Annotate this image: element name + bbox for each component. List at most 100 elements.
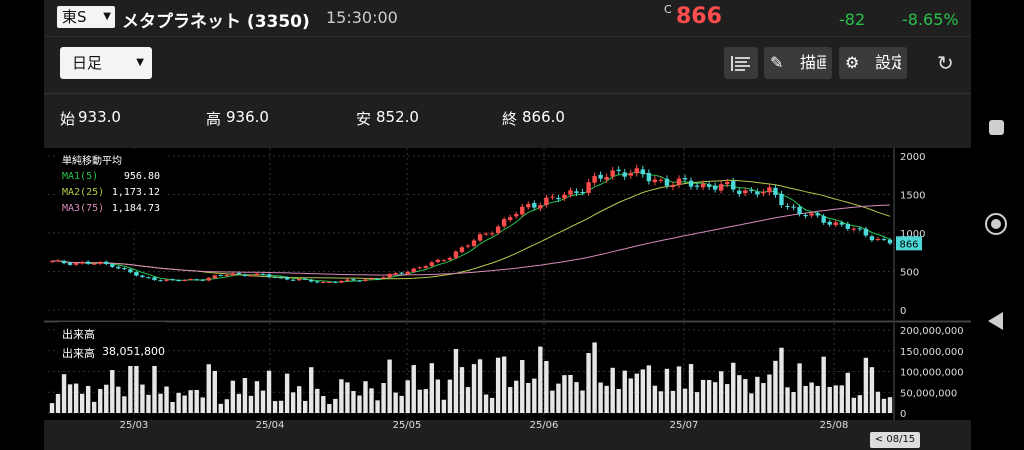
period-select[interactable]: 日足 ▼	[60, 47, 152, 79]
price-tick-label: 1000	[900, 229, 925, 240]
volume-bar	[712, 382, 718, 413]
candle-body	[755, 191, 760, 195]
candle-body	[604, 176, 609, 180]
candle-body	[501, 219, 507, 227]
draw-button[interactable]: ✎ 描画	[764, 47, 832, 79]
volume-bar	[248, 395, 254, 413]
volume-bar	[532, 378, 537, 413]
candle-body	[749, 190, 754, 192]
high-label: 高	[206, 110, 222, 128]
candle-body	[652, 179, 658, 183]
candle-body	[598, 174, 603, 179]
ma1-label: MA1(5)	[62, 171, 99, 182]
volume-bar	[863, 357, 869, 413]
candle-body	[61, 260, 67, 264]
price-change-percent: -8.65%	[902, 10, 959, 29]
ma3-value: 1,184.73	[111, 203, 160, 214]
candle-body	[224, 275, 230, 277]
volume-bar	[278, 400, 284, 413]
volume-bar	[887, 397, 893, 413]
candle-body	[194, 279, 199, 281]
candle-body	[725, 182, 730, 185]
volume-bar	[85, 385, 91, 413]
candle-body	[393, 273, 398, 275]
candle-body	[170, 279, 175, 281]
volume-bar	[495, 357, 501, 413]
chart-axes: 2000 1500 1000 500 0 200,000,000 150,000,000 10…	[120, 148, 964, 431]
last-price-tag-label: 866	[899, 239, 918, 250]
volume-bar	[435, 379, 441, 413]
price-tick-label: 500	[900, 268, 919, 279]
candle-body	[791, 206, 796, 208]
candle-body	[182, 279, 187, 281]
candle-body	[682, 178, 688, 180]
volume-tick-label: 150,000,000	[900, 347, 964, 358]
volume-bar	[471, 364, 477, 413]
candle-body	[375, 278, 380, 280]
candle-body	[550, 196, 555, 198]
volume-label: 出来高	[62, 347, 95, 360]
price-tick-label: 2000	[900, 152, 925, 163]
volume-bar	[194, 389, 199, 413]
volume-bar	[526, 382, 531, 413]
candle-body	[851, 228, 857, 230]
volume-bar	[122, 396, 127, 413]
volume-tick-label: 100,000,000	[900, 368, 964, 379]
candle-body	[803, 215, 808, 217]
candle-body	[622, 172, 627, 177]
volume-bar	[339, 379, 344, 413]
volume-bar	[875, 391, 881, 413]
volume-bar	[737, 375, 742, 413]
home-icon[interactable]	[985, 213, 1007, 235]
reload-icon[interactable]: ↻	[937, 51, 954, 75]
candle-body	[676, 178, 682, 185]
volume-bar	[622, 370, 627, 413]
recents-icon[interactable]	[989, 120, 1004, 135]
candle-body	[507, 217, 513, 220]
x-tick-label: 25/03	[120, 420, 149, 431]
market-select[interactable]: 東S ▼	[57, 6, 115, 28]
volume-bar	[610, 367, 615, 413]
volume-bar	[399, 395, 404, 413]
candle-body	[254, 273, 260, 276]
volume-bar	[634, 373, 639, 413]
ma2-label: MA2(25)	[62, 187, 105, 198]
candle-body	[128, 269, 133, 273]
candle-body	[664, 178, 670, 186]
candle-body	[290, 279, 296, 281]
volume-bar	[290, 392, 296, 413]
candle-body	[303, 278, 308, 280]
volume-bar	[845, 372, 850, 413]
volume-bar	[296, 386, 302, 413]
volume-bar	[682, 388, 688, 413]
volume-bar	[182, 395, 187, 413]
volume-bar	[242, 378, 248, 413]
low-label: 安	[356, 110, 372, 128]
price-volume-chart[interactable]: 2000 1500 1000 500 0 200,000,000 150,000,000 10…	[44, 148, 971, 450]
x-tick-label: 25/04	[256, 420, 285, 431]
candle-body	[176, 280, 181, 282]
settings-button[interactable]: ⚙ 設定	[839, 47, 907, 79]
volume-bar	[333, 398, 338, 413]
candle-body	[737, 190, 742, 194]
candle-body	[580, 191, 585, 193]
volume-bar	[797, 363, 802, 413]
back-icon[interactable]	[988, 312, 1003, 330]
open-value: 933.0	[78, 108, 121, 126]
volume-bar	[92, 401, 97, 413]
date-cursor-flag[interactable]: < 08/15 >	[870, 432, 920, 448]
indicator-button[interactable]	[724, 47, 758, 79]
volume-bar	[809, 382, 814, 413]
chart-grid	[44, 148, 971, 420]
volume-bar	[501, 356, 507, 413]
candle-body	[785, 205, 790, 207]
quote-header: 東S ▼ メタプラネット (3350) 15:30:00 C 866 -82 -…	[44, 0, 971, 37]
candle-body	[887, 239, 893, 244]
stock-chart-app: 東S ▼ メタプラネット (3350) 15:30:00 C 866 -82 -…	[44, 0, 971, 450]
volume-bar	[761, 383, 766, 413]
price-tick-label: 1500	[900, 191, 925, 202]
candle-body	[797, 206, 802, 215]
candle-body	[495, 226, 501, 234]
volume-bar	[670, 390, 676, 413]
volume-bar	[556, 383, 561, 413]
